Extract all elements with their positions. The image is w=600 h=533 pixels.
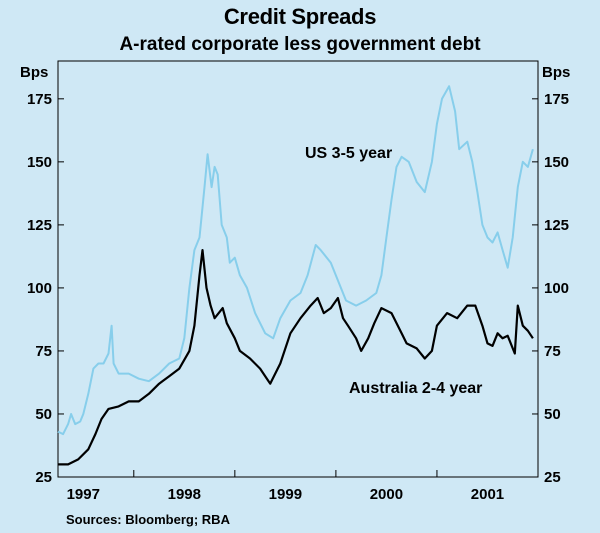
series-line-australia bbox=[58, 249, 534, 466]
y-tick-label-left: 75 bbox=[35, 343, 52, 360]
y-tick-label-left: 50 bbox=[35, 406, 52, 423]
y-tick-label-left: 150 bbox=[27, 154, 52, 171]
x-tick-label: 1997 bbox=[67, 486, 100, 503]
y-tick-label-right: 50 bbox=[544, 406, 561, 423]
y-tick-label-right: 25 bbox=[544, 469, 561, 486]
y-tick-label-right: 100 bbox=[544, 280, 569, 297]
y-tick-label-right: 125 bbox=[544, 217, 569, 234]
y-tick-label-left: 100 bbox=[27, 280, 52, 297]
x-tick-label: 2000 bbox=[370, 486, 403, 503]
chart-title: Credit Spreads bbox=[223, 4, 377, 29]
x-tick-label: 1998 bbox=[168, 486, 201, 503]
y-tick-label-left: 175 bbox=[27, 91, 52, 108]
series-label-australia: Australia 2-4 year bbox=[349, 380, 482, 397]
x-tick-label: 2001 bbox=[471, 486, 504, 503]
series-label-us: US 3-5 year bbox=[305, 145, 392, 162]
y-tick-label-right: 75 bbox=[544, 343, 561, 360]
y-tick-label-right: 175 bbox=[544, 91, 569, 108]
y-tick-label-left: 125 bbox=[27, 217, 52, 234]
chart-subtitle: A-rated corporate less government debt bbox=[119, 34, 481, 55]
y-axis-unit-left: Bps bbox=[20, 64, 49, 81]
y-tick-label-right: 150 bbox=[544, 154, 569, 171]
source-note: Sources: Bloomberg; RBA bbox=[66, 512, 230, 527]
y-axis-unit-right: Bps bbox=[542, 64, 571, 81]
series-line-us bbox=[57, 85, 534, 436]
x-tick-label: 1999 bbox=[269, 486, 302, 503]
plot-area bbox=[57, 60, 539, 478]
y-tick-label-left: 25 bbox=[35, 469, 52, 486]
